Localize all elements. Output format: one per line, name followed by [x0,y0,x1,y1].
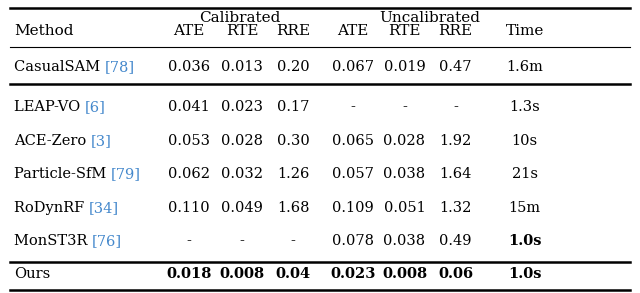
Text: [3]: [3] [91,134,112,148]
Text: ATE: ATE [337,24,369,38]
Text: MonST3R: MonST3R [14,234,92,248]
Text: 0.041: 0.041 [168,100,210,114]
Text: 0.028: 0.028 [383,134,426,148]
Text: 0.049: 0.049 [221,201,263,215]
Text: 0.110: 0.110 [168,201,210,215]
Text: 1.0s: 1.0s [508,234,541,248]
Text: 10s: 10s [512,134,538,148]
Text: 0.49: 0.49 [440,234,472,248]
Text: -: - [239,234,244,248]
Text: 0.109: 0.109 [332,201,374,215]
Text: 1.64: 1.64 [440,167,472,181]
Text: -: - [402,100,407,114]
Text: Uncalibrated: Uncalibrated [380,11,481,25]
Text: RoDynRF: RoDynRF [14,201,89,215]
Text: 0.053: 0.053 [168,134,210,148]
Text: 1.92: 1.92 [440,134,472,148]
Text: 0.008: 0.008 [220,267,264,281]
Text: 0.30: 0.30 [276,134,310,148]
Text: RTE: RTE [388,24,420,38]
Text: 0.013: 0.013 [221,60,263,74]
Text: ACE-Zero: ACE-Zero [14,134,91,148]
Text: 0.018: 0.018 [166,267,211,281]
Text: 0.051: 0.051 [383,201,426,215]
Text: RRE: RRE [276,24,310,38]
Text: 1.32: 1.32 [440,201,472,215]
Text: 0.078: 0.078 [332,234,374,248]
Text: 21s: 21s [512,167,538,181]
Text: RRE: RRE [438,24,473,38]
Text: 0.067: 0.067 [332,60,374,74]
Text: 0.06: 0.06 [438,267,473,281]
Text: 0.04: 0.04 [276,267,310,281]
Text: 0.038: 0.038 [383,234,426,248]
Text: -: - [291,234,296,248]
Text: 0.057: 0.057 [332,167,374,181]
Text: -: - [186,234,191,248]
Text: 0.023: 0.023 [221,100,263,114]
Text: 1.6m: 1.6m [506,60,543,74]
Text: 0.20: 0.20 [277,60,309,74]
Text: 1.0s: 1.0s [508,267,541,281]
Text: 0.038: 0.038 [383,167,426,181]
Text: Method: Method [14,24,74,38]
Text: 1.26: 1.26 [277,167,309,181]
Text: Ours: Ours [14,267,51,281]
Text: -: - [351,100,356,114]
Text: 0.028: 0.028 [221,134,263,148]
Text: 0.019: 0.019 [383,60,426,74]
Text: [6]: [6] [85,100,106,114]
Text: LEAP-VO: LEAP-VO [14,100,85,114]
Text: 0.065: 0.065 [332,134,374,148]
Text: 0.062: 0.062 [168,167,210,181]
Text: CasualSAM: CasualSAM [14,60,105,74]
Text: 0.008: 0.008 [382,267,427,281]
Text: 15m: 15m [509,201,541,215]
Text: 0.17: 0.17 [277,100,309,114]
Text: Particle-SfM: Particle-SfM [14,167,111,181]
Text: 0.036: 0.036 [168,60,210,74]
Text: Calibrated: Calibrated [199,11,281,25]
Text: 0.023: 0.023 [331,267,376,281]
Text: [78]: [78] [105,60,135,74]
Text: [34]: [34] [89,201,119,215]
Text: -: - [453,100,458,114]
Text: ATE: ATE [173,24,205,38]
Text: RTE: RTE [226,24,258,38]
Text: 0.032: 0.032 [221,167,263,181]
Text: Time: Time [506,24,544,38]
Text: 0.47: 0.47 [440,60,472,74]
Text: 1.3s: 1.3s [509,100,540,114]
Text: 1.68: 1.68 [277,201,309,215]
Text: [76]: [76] [92,234,122,248]
Text: [79]: [79] [111,167,141,181]
